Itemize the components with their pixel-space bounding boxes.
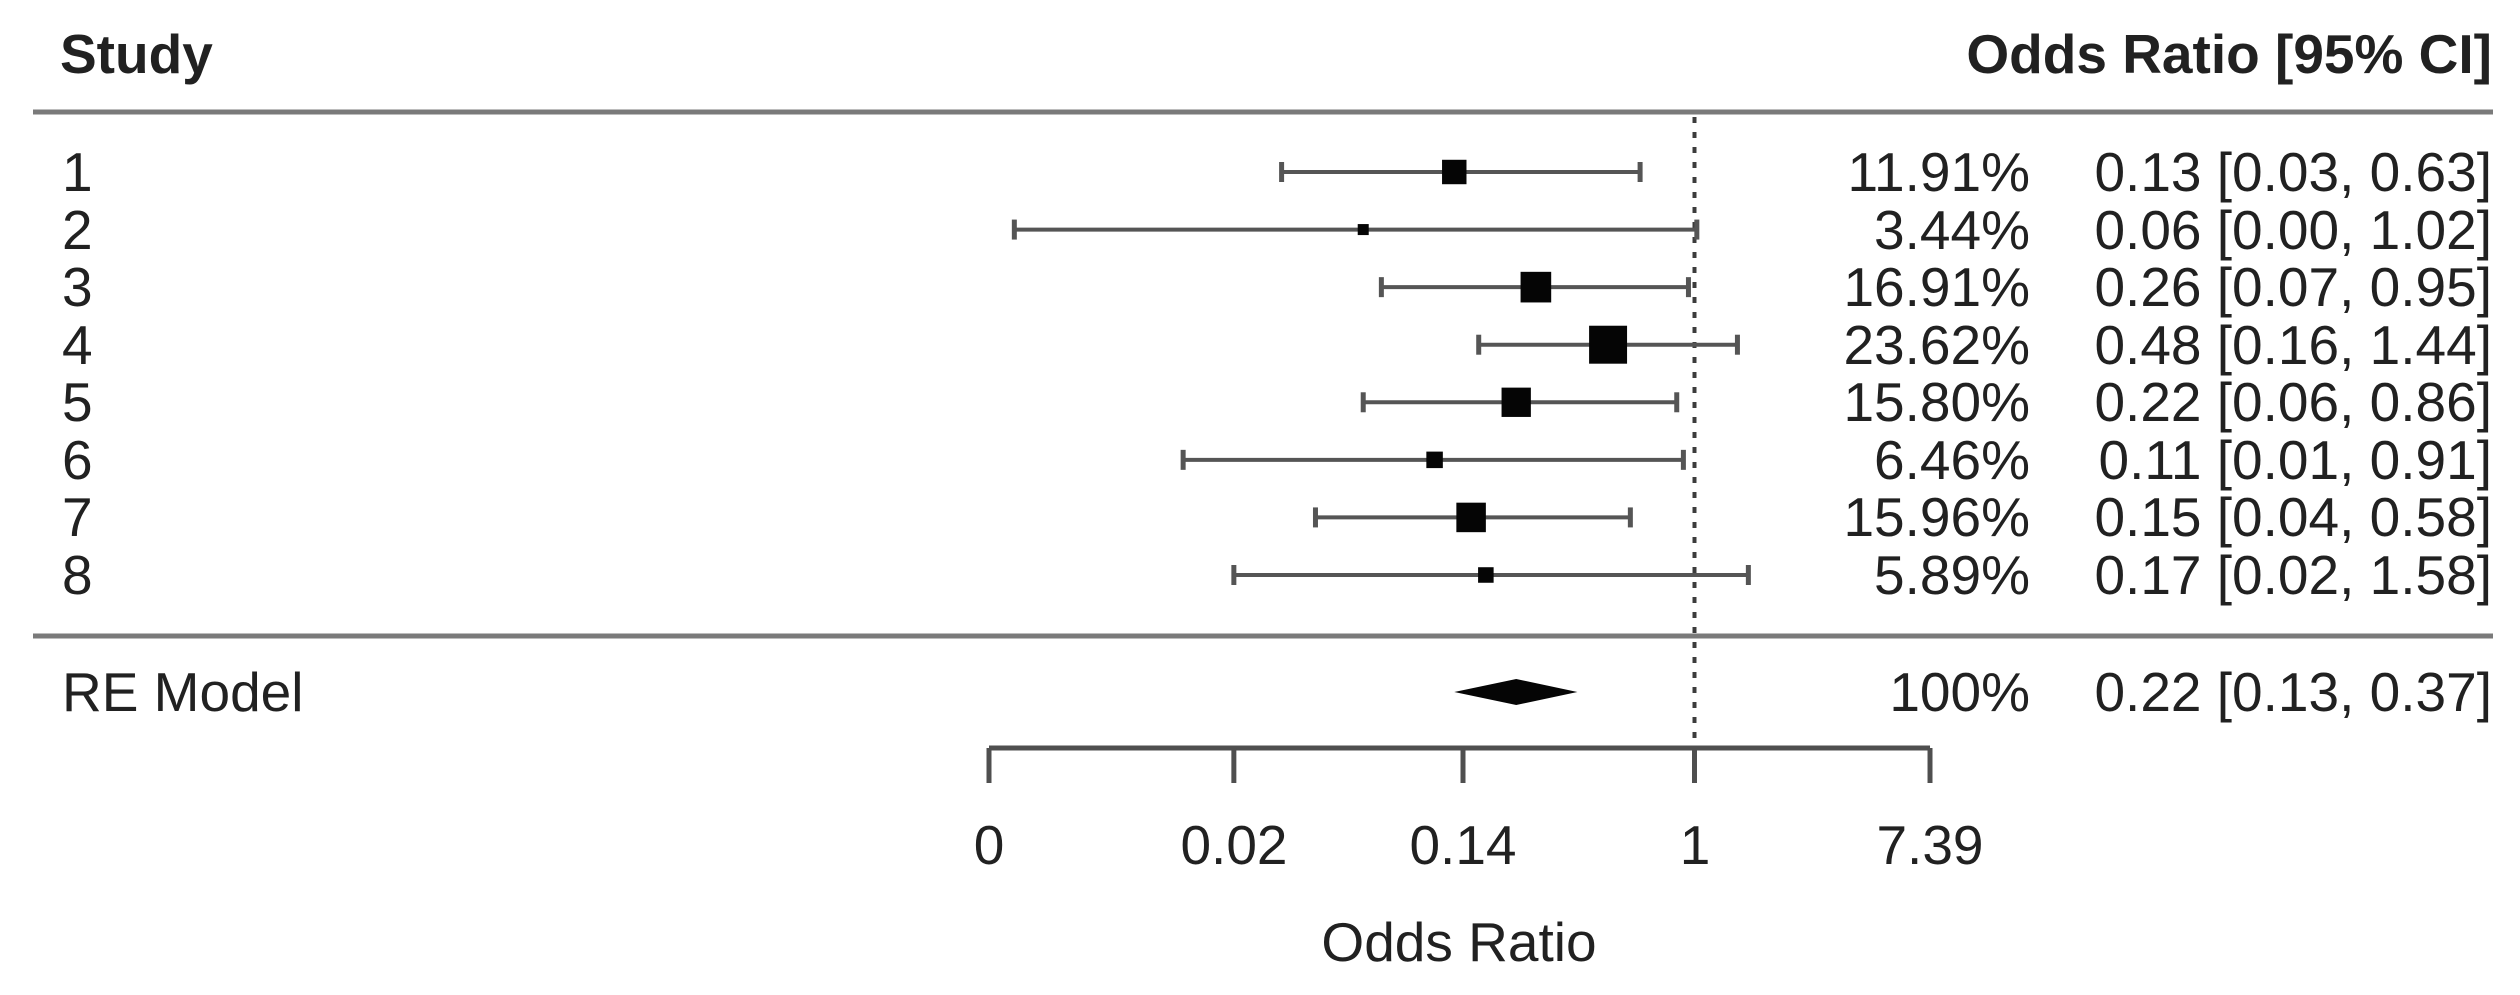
study-annotation-4: 0.48 [0.16, 1.44] (2094, 314, 2492, 376)
study-label-8: 8 (62, 544, 93, 606)
study-weight-4: 23.62% (1843, 314, 2030, 376)
study-weight-7: 15.96% (1843, 486, 2030, 548)
summary-annotation: 0.22 [0.13, 0.37] (2094, 661, 2492, 723)
study-annotation-2: 0.06 [0.00, 1.02] (2094, 199, 2492, 261)
point-estimate-study-8 (1478, 567, 1494, 583)
point-estimate-study-2 (1357, 224, 1369, 236)
study-label-6: 6 (62, 429, 93, 491)
study-weight-2: 3.44% (1874, 199, 2030, 261)
study-label-2: 2 (62, 199, 93, 261)
study-label-3: 3 (62, 256, 93, 318)
study-annotation-5: 0.22 [0.06, 0.86] (2094, 371, 2492, 433)
study-annotation-8: 0.17 [0.02, 1.58] (2094, 544, 2492, 606)
point-estimate-study-6 (1426, 451, 1443, 469)
x-tick-label-1: 1 (1679, 814, 1711, 876)
study-label-5: 5 (62, 371, 93, 433)
x-tick-label-0: 0 (973, 814, 1005, 876)
summary-row-label: RE Model (62, 661, 304, 723)
column-header-or-ci: Odds Ratio [95% CI] (1966, 23, 2492, 85)
summary-weight: 100% (1889, 661, 2030, 723)
study-weight-8: 5.89% (1874, 544, 2030, 606)
study-weight-1: 11.91% (1847, 141, 2030, 203)
study-weight-3: 16.91% (1843, 256, 2030, 318)
point-estimate-study-7 (1456, 502, 1486, 533)
column-header-study: Study (60, 23, 213, 85)
study-annotation-6: 0.11 [0.01, 0.91] (2098, 429, 2492, 491)
study-annotation-7: 0.15 [0.04, 0.58] (2094, 486, 2492, 548)
study-label-7: 7 (62, 486, 93, 548)
study-weight-5: 15.80% (1843, 371, 2030, 433)
x-tick-label-0.02: 0.02 (1180, 814, 1288, 876)
x-tick-label-7.39: 7.39 (1876, 814, 1984, 876)
summary-diamond (1454, 679, 1578, 705)
study-label-4: 4 (62, 314, 93, 376)
point-estimate-study-1 (1442, 159, 1467, 185)
x-tick-label-0.14: 0.14 (1409, 814, 1517, 876)
point-estimate-study-5 (1501, 387, 1531, 417)
study-annotation-1: 0.13 [0.03, 0.63] (2094, 141, 2492, 203)
point-estimate-study-4 (1589, 325, 1628, 364)
study-annotation-3: 0.26 [0.07, 0.95] (2094, 256, 2492, 318)
study-label-1: 1 (62, 141, 93, 203)
x-axis-title: Odds Ratio (1321, 911, 1597, 973)
point-estimate-study-3 (1520, 271, 1552, 303)
study-weight-6: 6.46% (1874, 429, 2030, 491)
